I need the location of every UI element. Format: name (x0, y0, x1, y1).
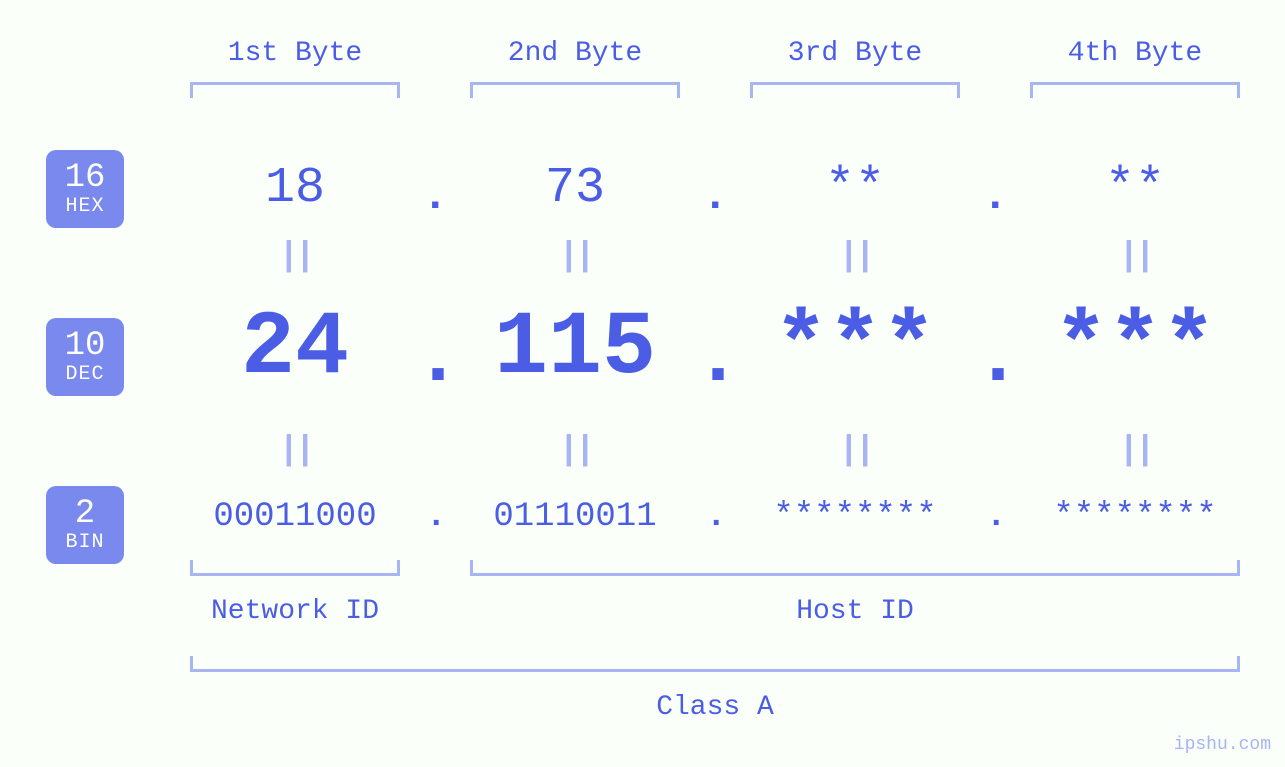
host-id-bracket (470, 560, 1240, 576)
dec-dot-2: . (694, 314, 742, 405)
eq-hex-dec-4: || (1030, 238, 1240, 276)
hex-byte-3: ** (750, 160, 960, 217)
eq-dec-bin-1: || (190, 432, 400, 470)
dec-byte-2: 115 (470, 298, 680, 400)
eq-dec-bin-4: || (1030, 432, 1240, 470)
eq-hex-dec-3: || (750, 238, 960, 276)
top-bracket-3 (750, 82, 960, 98)
dec-dot-3: . (974, 314, 1022, 405)
badge-bin-name: BIN (65, 532, 104, 553)
badge-hex-name: HEX (65, 196, 104, 217)
eq-dec-bin-2: || (470, 432, 680, 470)
hex-byte-1: 18 (190, 160, 400, 217)
byte-header-4: 4th Byte (1030, 38, 1240, 69)
bin-byte-2: 01110011 (450, 498, 700, 536)
bin-byte-3: ******** (730, 498, 980, 536)
dec-byte-1: 24 (190, 298, 400, 400)
badge-hex-num: 16 (65, 161, 106, 197)
bin-byte-1: 00011000 (170, 498, 420, 536)
host-id-label: Host ID (470, 596, 1240, 627)
top-bracket-2 (470, 82, 680, 98)
eq-hex-dec-2: || (470, 238, 680, 276)
badge-dec-num: 10 (65, 329, 106, 365)
eq-dec-bin-3: || (750, 432, 960, 470)
badge-dec-name: DEC (65, 364, 104, 385)
bin-dot-3: . (986, 498, 1006, 536)
dec-byte-3: *** (750, 298, 960, 400)
dec-byte-4: *** (1030, 298, 1240, 400)
class-label: Class A (190, 692, 1240, 723)
network-id-bracket (190, 560, 400, 576)
dec-dot-1: . (414, 314, 462, 405)
top-bracket-1 (190, 82, 400, 98)
byte-header-3: 3rd Byte (750, 38, 960, 69)
hex-byte-2: 73 (470, 160, 680, 217)
badge-bin: 2 BIN (46, 486, 124, 564)
watermark: ipshu.com (1174, 735, 1271, 755)
hex-dot-3: . (982, 172, 1008, 222)
badge-dec: 10 DEC (46, 318, 124, 396)
class-bracket (190, 656, 1240, 672)
bin-dot-1: . (426, 498, 446, 536)
eq-hex-dec-1: || (190, 238, 400, 276)
bin-byte-4: ******** (1010, 498, 1260, 536)
hex-dot-1: . (422, 172, 448, 222)
byte-header-1: 1st Byte (190, 38, 400, 69)
bin-dot-2: . (706, 498, 726, 536)
badge-bin-num: 2 (75, 497, 95, 533)
hex-byte-4: ** (1030, 160, 1240, 217)
byte-header-2: 2nd Byte (470, 38, 680, 69)
hex-dot-2: . (702, 172, 728, 222)
top-bracket-4 (1030, 82, 1240, 98)
badge-hex: 16 HEX (46, 150, 124, 228)
network-id-label: Network ID (190, 596, 400, 627)
